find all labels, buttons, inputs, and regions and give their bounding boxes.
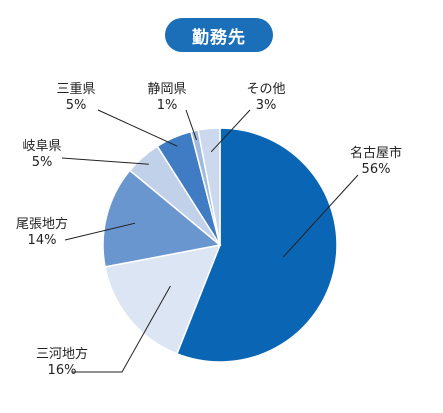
leader-line-6 — [185, 109, 197, 141]
slice-percent-label: 5% — [66, 98, 87, 113]
slice-name-label: 尾張地方 — [16, 216, 68, 232]
slice-labels: 名古屋市56%三河地方16%尾張地方14%岐阜県5%三重県5%静岡県1%その他3… — [16, 81, 402, 378]
chart-title: 勤務先 — [165, 18, 273, 52]
slice-percent-label: 14% — [28, 233, 57, 248]
leader-line-1 — [282, 174, 359, 258]
slice-name-label: 三重県 — [56, 81, 95, 97]
slice-percent-label: 16% — [48, 363, 77, 378]
pie-slice-3 — [102, 169, 222, 268]
leader-line-3 — [64, 222, 136, 241]
pie-slice-7 — [197, 127, 221, 246]
leader-line-2 — [72, 285, 171, 373]
slice-name-label: 三河地方 — [36, 346, 88, 362]
leader-line-7 — [210, 109, 251, 153]
slice-percent-label: 1% — [157, 98, 178, 113]
slice-name-label: 名古屋市 — [350, 145, 402, 161]
slice-name-label: 静岡県 — [147, 82, 186, 97]
pie-slice-1 — [175, 127, 338, 363]
pie-slices — [102, 127, 338, 363]
slice-percent-label: 56% — [362, 162, 391, 177]
leader-line-5 — [97, 109, 178, 147]
leader-lines — [61, 109, 359, 373]
slice-name-label: その他 — [246, 82, 285, 97]
slice-name-label: 岐阜県 — [22, 138, 61, 154]
slice-percent-label: 5% — [32, 155, 53, 170]
leader-line-4 — [61, 157, 149, 165]
slice-percent-label: 3% — [256, 98, 277, 113]
